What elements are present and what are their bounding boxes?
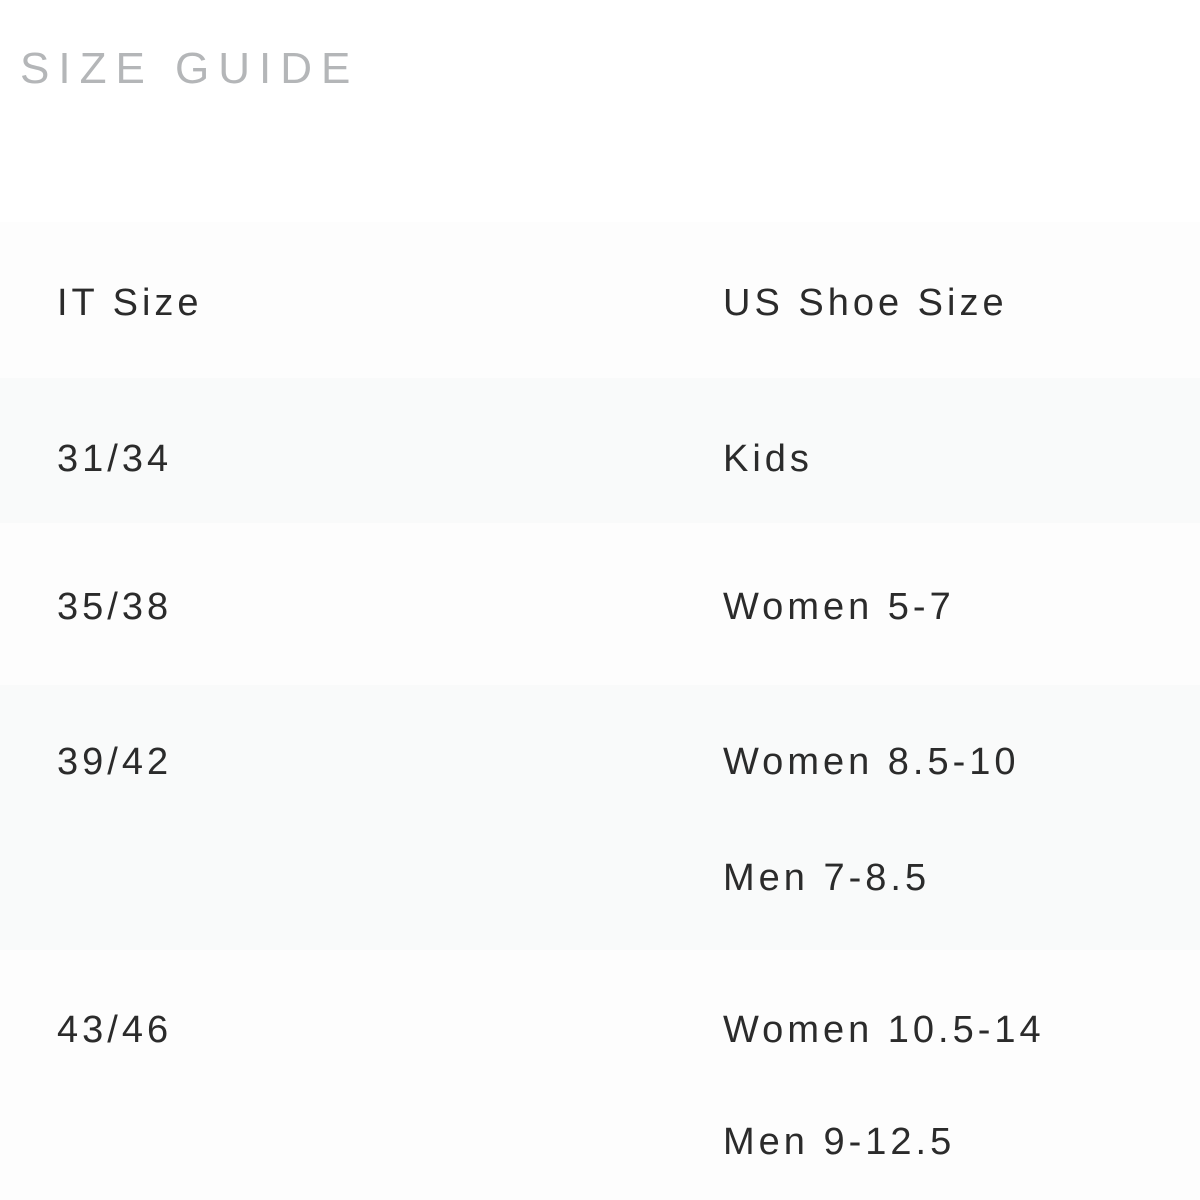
it-size-value: 43/46 <box>57 1009 173 1051</box>
table-row: 35/38 Women 5-7 <box>0 523 1200 685</box>
us-size-value: Kids <box>723 438 813 480</box>
us-size-value-women: Women 10.5-14 <box>723 1009 1045 1051</box>
size-guide-table: IT Size US Shoe Size 31/34 Kids 35/38 Wo… <box>0 222 1200 1200</box>
it-size-value: 31/34 <box>57 438 173 480</box>
us-size-value-men: Men 9-12.5 <box>723 1121 956 1163</box>
column-header-it-size: IT Size <box>57 282 203 324</box>
table-row: 39/42 Women 8.5-10 Men 7-8.5 <box>0 685 1200 950</box>
it-size-value: 39/42 <box>57 741 173 783</box>
column-header-us-shoe-size: US Shoe Size <box>723 282 1008 324</box>
us-size-value-men: Men 7-8.5 <box>723 857 931 899</box>
us-size-value-women: Women 8.5-10 <box>723 741 1020 783</box>
table-row: 43/46 Women 10.5-14 Men 9-12.5 <box>0 950 1200 1200</box>
it-size-value: 35/38 <box>57 586 173 628</box>
table-row: 31/34 Kids <box>0 378 1200 523</box>
table-header-row: IT Size US Shoe Size <box>0 222 1200 378</box>
us-size-value: Women 5-7 <box>723 586 955 628</box>
page-title: SIZE GUIDE <box>20 44 360 93</box>
